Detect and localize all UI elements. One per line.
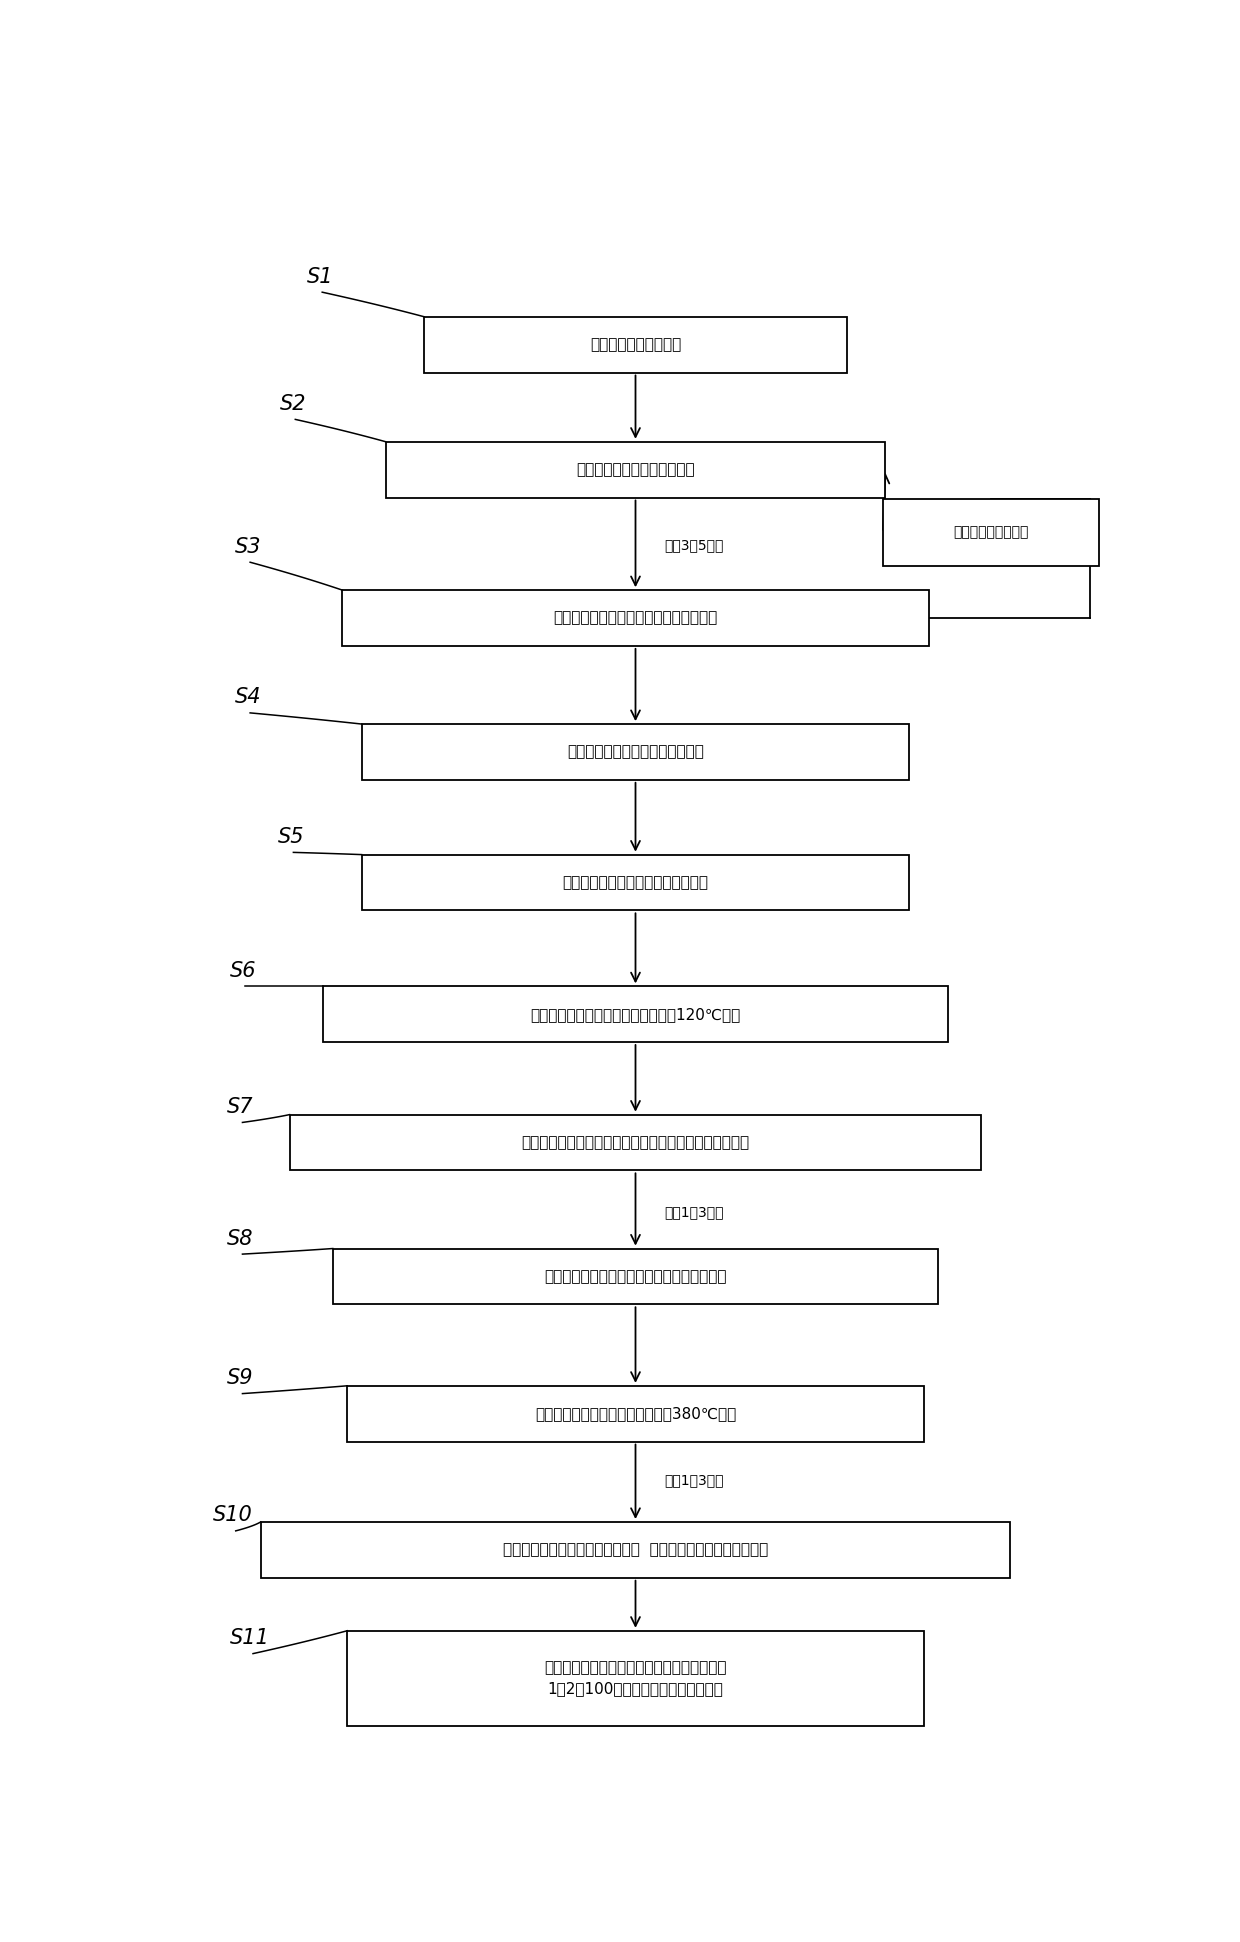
Text: 将烘干后的凸凸浸泡入铝、钛、锎、铈的混合溶液并搅拌: 将烘干后的凸凸浸泡入铝、钛、锎、铈的混合溶液并搅拌 xyxy=(522,1134,749,1150)
Text: S5: S5 xyxy=(278,827,305,847)
Text: 搅拌3～5小时: 搅拌3～5小时 xyxy=(665,538,724,553)
Text: 将冲洗后的凸凸棒粘土再次离心脱水: 将冲洗后的凸凸棒粘土再次离心脱水 xyxy=(563,876,708,889)
Text: S11: S11 xyxy=(229,1627,270,1649)
Text: S8: S8 xyxy=(227,1229,253,1249)
Text: S3: S3 xyxy=(234,536,262,557)
Bar xyxy=(883,499,1099,567)
Text: 分离后的稀硫酸溶液: 分离后的稀硫酸溶液 xyxy=(954,526,1029,540)
Text: S9: S9 xyxy=(227,1367,253,1389)
Text: 将混合液取出放入离心甩干机内进行分离: 将混合液取出放入离心甩干机内进行分离 xyxy=(553,610,718,625)
Bar xyxy=(347,1387,924,1441)
Text: 将混合物放入红外高温炉，升温至380℃煅烧: 将混合物放入红外高温炉，升温至380℃煅烧 xyxy=(534,1406,737,1422)
Text: 取出混合物，使其自然冷却至室温  即为本发明的无机纳米絮凝剂: 取出混合物，使其自然冷却至室温 即为本发明的无机纳米絮凝剂 xyxy=(503,1542,768,1557)
Text: 将混合液取出放入离心甩干机内进行脱水干燥: 将混合液取出放入离心甩干机内进行脱水干燥 xyxy=(544,1268,727,1284)
Text: 搅拌1～3小时: 搅拌1～3小时 xyxy=(665,1204,724,1220)
Text: 筛选半成品凸凸棒粘土: 筛选半成品凸凸棒粘土 xyxy=(590,338,681,352)
Text: S7: S7 xyxy=(227,1097,253,1117)
Text: S1: S1 xyxy=(306,266,334,287)
Bar xyxy=(324,987,947,1043)
Text: 分离后的凸凸棒粘土用自来水冲洗: 分离后的凸凸棒粘土用自来水冲洗 xyxy=(567,744,704,759)
Bar xyxy=(290,1115,982,1171)
Bar xyxy=(362,724,909,781)
Bar xyxy=(386,441,885,497)
Text: S2: S2 xyxy=(280,394,306,414)
Text: 将脱水后的凸凸棒粘土放入烘箱内以120℃烘干: 将脱水后的凸凸棒粘土放入烘箱内以120℃烘干 xyxy=(531,1006,740,1021)
Bar xyxy=(260,1523,1011,1577)
Text: 煅烧1～3小时: 煅烧1～3小时 xyxy=(665,1474,724,1488)
Bar xyxy=(362,854,909,911)
Text: S4: S4 xyxy=(234,687,262,707)
Text: S6: S6 xyxy=(229,961,257,981)
Text: S10: S10 xyxy=(213,1505,253,1524)
Bar xyxy=(342,590,929,647)
Bar xyxy=(347,1631,924,1726)
Bar xyxy=(332,1249,939,1305)
Text: 将所选粘土与稀硫酸溶液混合: 将所选粘土与稀硫酸溶液混合 xyxy=(577,462,694,478)
Bar xyxy=(424,317,847,373)
Text: 将上述制备完成的无机纳米絮凝剂用自来水按
1～2：100的比例搅拌稀释成溶液备用: 将上述制备完成的无机纳米絮凝剂用自来水按 1～2：100的比例搅拌稀释成溶液备用 xyxy=(544,1660,727,1695)
